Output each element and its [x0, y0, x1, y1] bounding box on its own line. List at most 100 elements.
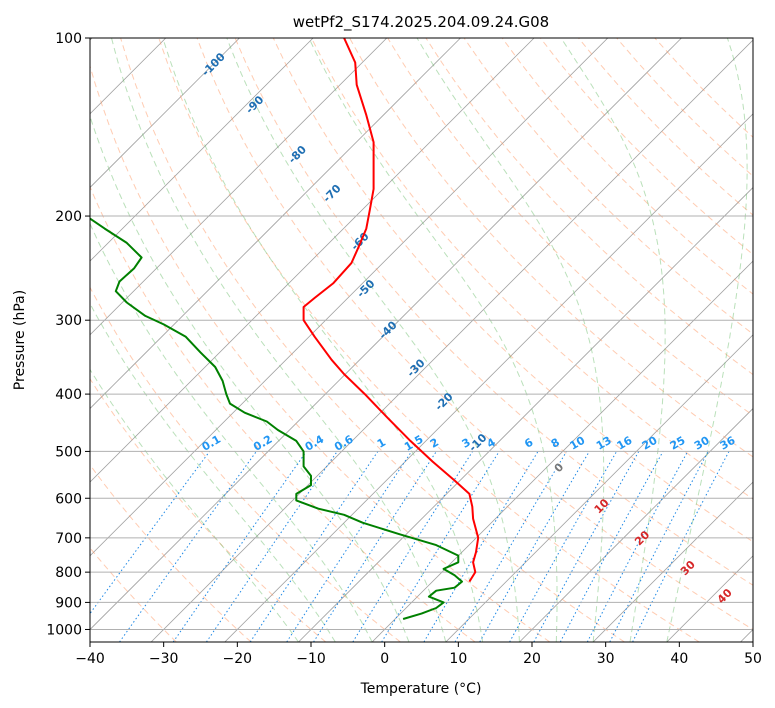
moist-adiabat-line [90, 114, 410, 642]
isotherm-line [445, 334, 753, 642]
y-tick-label: 600 [55, 491, 82, 507]
x-axis: −40 −30 −20 −10 0 10 20 30 40 50 [75, 642, 762, 667]
isotherm-line [90, 38, 535, 483]
moist-adiabat-line [90, 302, 336, 642]
mixing-ratio-line [172, 451, 307, 642]
x-tick-label: 0 [380, 651, 389, 667]
dry-adiabat-line [90, 64, 551, 642]
mixing-ratio-label: 0.2 [251, 433, 274, 454]
mixing-ratio-label: 8 [549, 436, 562, 451]
isotherm-line [90, 38, 461, 410]
y-tick-label: 700 [55, 531, 82, 547]
isotherm-line [150, 39, 753, 642]
isotherm-line [90, 38, 609, 557]
x-tick-label: −20 [223, 651, 253, 667]
dry-adiabat-line [120, 38, 625, 642]
profile-series [90, 38, 480, 620]
x-tick-label: 10 [449, 651, 467, 667]
isotherm-line [224, 113, 753, 642]
temperature-line [302, 38, 480, 583]
dry-adiabat-line [540, 38, 753, 256]
mixing-ratio-labels: 0.1 0.2 0.4 0.6 1 1.5 2 3 4 6 8 10 13 16 20 25 30 36 [200, 433, 738, 454]
y-tick-label: 200 [55, 209, 82, 225]
x-tick-label: 40 [670, 651, 688, 667]
x-tick-label: 20 [523, 651, 541, 667]
dry-adiabat-line [616, 38, 753, 177]
dry-adiabat-line [158, 38, 700, 642]
isotherm-line [592, 481, 753, 642]
isotherm-line [90, 38, 240, 189]
x-tick-label: −40 [75, 651, 105, 667]
chart-title: wetPf2_S174.2025.204.09.24.G08 [293, 13, 549, 32]
y-axis-label: Pressure (hPa) [12, 290, 28, 390]
x-axis-label: Temperature (°C) [360, 681, 482, 697]
moist-adiabat-line [666, 38, 748, 642]
moist-adiabat-line [226, 38, 520, 642]
y-tick-label: 800 [55, 565, 82, 581]
moist-adiabat-line [308, 38, 558, 642]
isotherm-label: -40 [376, 318, 399, 341]
isotherm-line [90, 38, 314, 262]
dry-adiabat-line [90, 185, 476, 642]
x-tick-label: 50 [744, 651, 762, 667]
y-tick-label: 300 [55, 313, 82, 329]
isotherm-line [90, 38, 388, 336]
mixing-ratio-label: 20 [640, 434, 660, 453]
dry-adiabat-line [272, 38, 753, 543]
dry-adiabat-line [90, 464, 252, 642]
isotherm-label: -20 [432, 390, 455, 413]
mixing-ratio-line [586, 451, 689, 642]
dry-adiabat-line [90, 286, 401, 642]
mixing-ratio-label: 10 [568, 434, 588, 453]
y-tick-label: 400 [55, 387, 82, 403]
isotherm-line [371, 260, 753, 642]
mixing-ratio-line [381, 451, 500, 642]
mixing-ratio-line [559, 451, 664, 642]
dry-adiabat-line [387, 38, 753, 417]
isotherm-label: 0 [552, 460, 567, 475]
moist-adiabat-line [111, 38, 447, 642]
dry-adiabat-line [90, 377, 327, 642]
moist-adiabat-line [416, 38, 605, 642]
isotherm-label: -50 [354, 277, 377, 300]
mixing-ratio-line [249, 451, 379, 642]
x-tick-label: 30 [597, 651, 615, 667]
mixing-ratio-line [509, 451, 618, 642]
x-tick-label: −10 [296, 651, 326, 667]
dry-adiabat-line [463, 38, 753, 335]
isotherm-label: 10 [592, 496, 612, 516]
mixing-ratio-line [119, 451, 257, 642]
isotherm-label: -70 [320, 182, 343, 205]
y-tick-label: 500 [55, 444, 82, 460]
dry-adiabat-line [501, 38, 753, 295]
mixing-ratio-line [90, 451, 211, 615]
mixing-ratio-line [533, 451, 640, 642]
background-lines [90, 38, 753, 642]
dry-adiabat-line [234, 38, 753, 586]
pressure-gridlines [90, 38, 753, 630]
y-axis: 100 200 300 400 500 600 700 800 900 1000 [46, 31, 90, 638]
mixing-ratio-line [632, 451, 730, 642]
mixing-ratio-label: 4 [485, 435, 498, 450]
isotherm-line [519, 407, 753, 642]
moist-adiabat-line [90, 368, 299, 642]
mixing-ratio-label: 0.6 [332, 433, 356, 454]
mixing-ratio-label: 25 [668, 434, 688, 453]
mixing-ratio-label: 0.4 [303, 433, 327, 454]
isotherm-label: -90 [243, 93, 266, 116]
moist-adiabat-line [162, 38, 484, 642]
x-tick-label: −30 [149, 651, 179, 667]
mixing-ratio-line [286, 451, 413, 642]
mixing-ratio-label: 13 [594, 434, 614, 453]
mixing-ratio-line [454, 451, 568, 642]
isotherm-label: 40 [715, 586, 735, 606]
dewpoint-line [90, 217, 463, 620]
isotherm-label: 20 [632, 528, 652, 548]
isotherm-line [666, 555, 753, 642]
mixing-ratio-label: 0.1 [200, 433, 223, 454]
isotherm-line [90, 38, 682, 631]
y-tick-label: 100 [55, 31, 82, 47]
plot-frame [89, 37, 754, 643]
